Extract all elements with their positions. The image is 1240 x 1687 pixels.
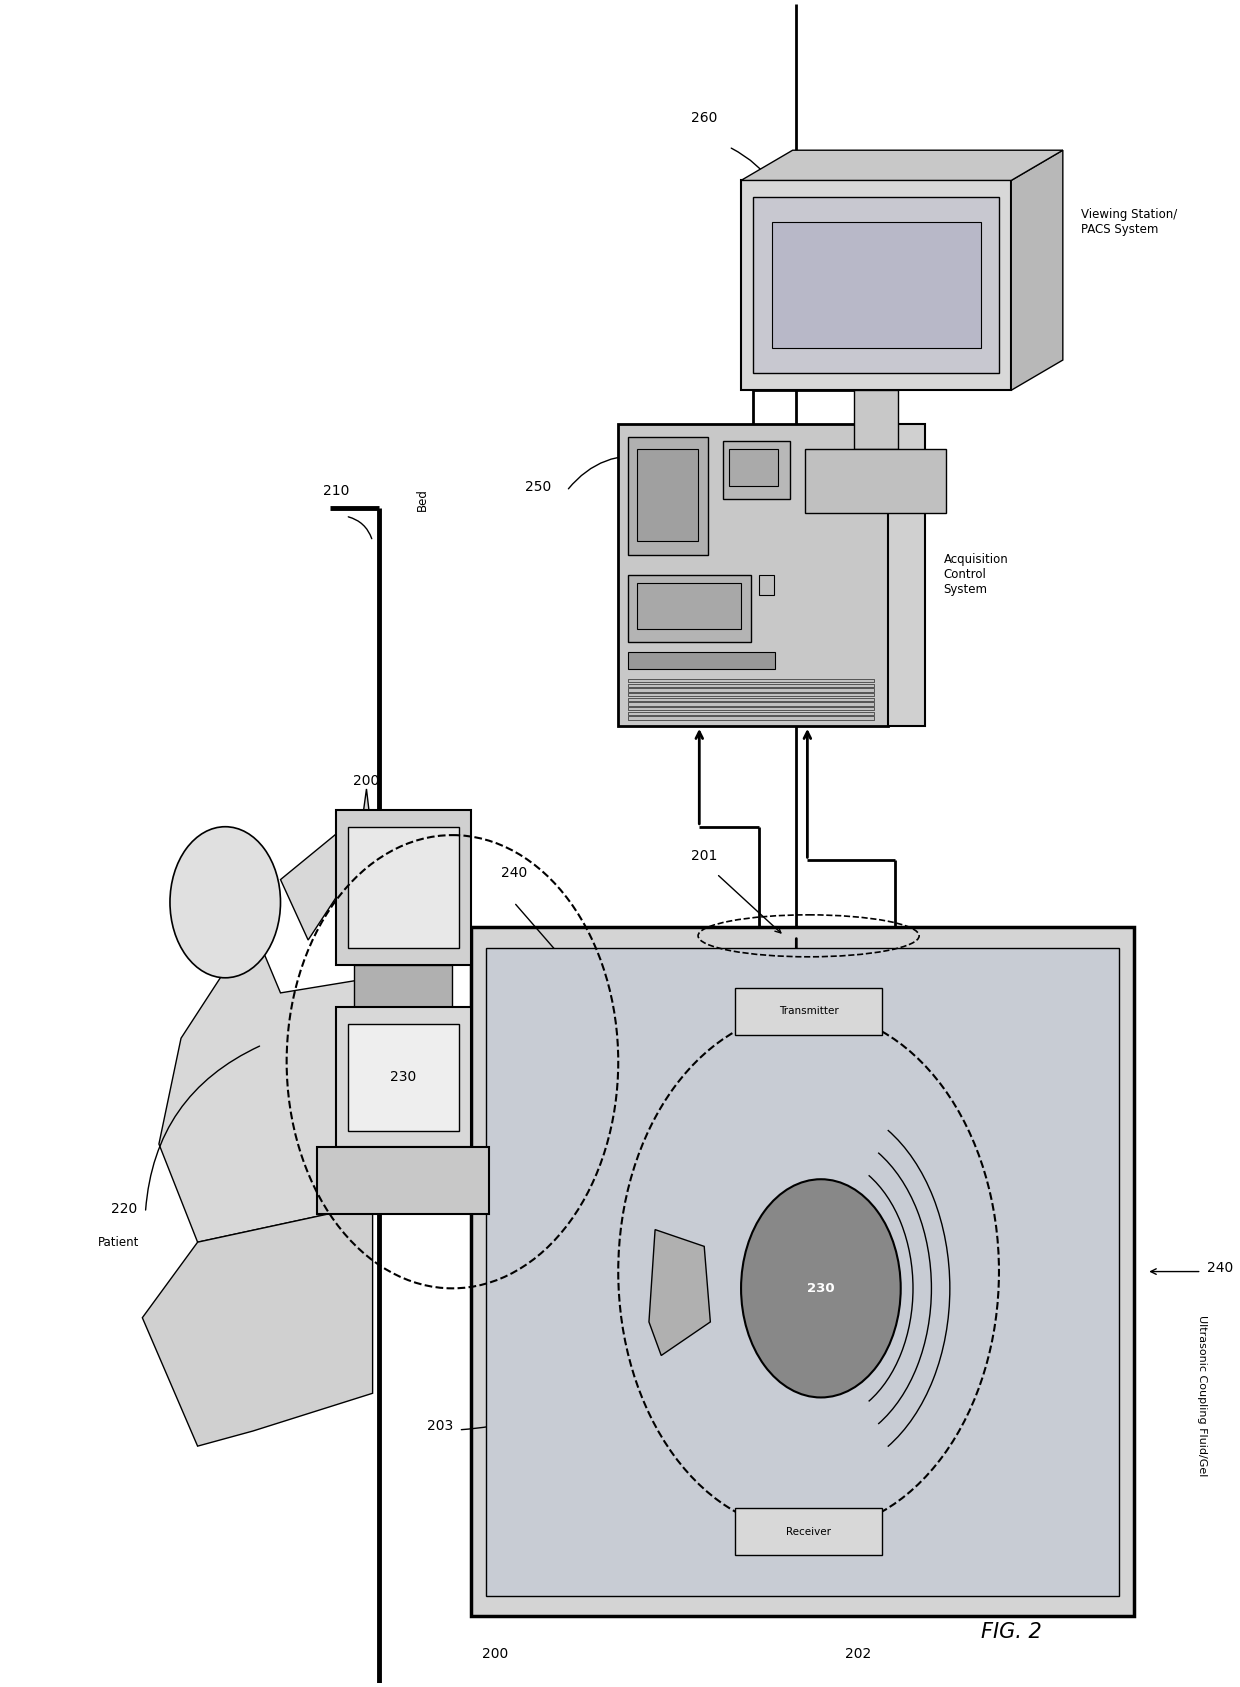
Text: 240: 240 [501, 865, 527, 881]
Bar [471, 928, 1135, 1616]
Bar [355, 965, 453, 1007]
Bar [629, 683, 874, 687]
Text: 230: 230 [391, 1070, 417, 1085]
Bar [729, 449, 777, 486]
Bar [735, 989, 883, 1034]
Bar [619, 423, 888, 725]
Text: 202: 202 [378, 1144, 404, 1157]
Circle shape [742, 1179, 900, 1397]
Bar [805, 449, 946, 513]
Bar [336, 810, 471, 965]
Bar [854, 390, 898, 449]
Text: Bed: Bed [415, 488, 429, 511]
Circle shape [170, 827, 280, 978]
Bar [336, 1007, 471, 1147]
Bar [348, 1024, 459, 1130]
Text: 201: 201 [691, 849, 718, 864]
Text: Viewing Station/
PACS System: Viewing Station/ PACS System [1081, 209, 1178, 236]
Text: Transmitter: Transmitter [779, 1007, 838, 1016]
Bar [486, 948, 1120, 1596]
Polygon shape [280, 790, 372, 940]
Text: 260: 260 [691, 111, 718, 125]
Bar [629, 717, 874, 720]
Text: Ultrasonic Coupling Fluid/Gel: Ultrasonic Coupling Fluid/Gel [1197, 1314, 1207, 1476]
Text: Acquisition
Control
System: Acquisition Control System [944, 553, 1008, 597]
Bar [629, 693, 874, 697]
Bar [888, 423, 925, 725]
Bar [629, 707, 874, 710]
Text: 250: 250 [526, 481, 552, 494]
Polygon shape [143, 1205, 372, 1446]
Bar [723, 440, 790, 499]
Bar [629, 712, 874, 715]
Bar [629, 575, 751, 643]
Text: 200: 200 [353, 774, 379, 788]
Bar [629, 688, 874, 692]
Bar [636, 584, 742, 629]
Text: 210: 210 [322, 484, 348, 498]
Text: Patient: Patient [98, 1237, 139, 1250]
Bar [759, 575, 774, 596]
Text: 200: 200 [482, 1647, 508, 1660]
Bar [735, 1508, 883, 1555]
Bar [754, 197, 999, 373]
Bar [636, 449, 698, 542]
Text: 203: 203 [427, 1419, 454, 1432]
Text: Reflection Array: Reflection Array [523, 1274, 590, 1339]
Bar [629, 702, 874, 705]
Bar [771, 223, 981, 348]
Polygon shape [742, 150, 1063, 181]
Bar [742, 181, 1012, 390]
Polygon shape [649, 1230, 711, 1355]
Bar [317, 1147, 490, 1215]
Text: 220: 220 [112, 1201, 138, 1216]
Text: 201: 201 [414, 828, 441, 844]
Bar [629, 678, 874, 682]
Text: FIG. 2: FIG. 2 [981, 1623, 1042, 1643]
Polygon shape [1012, 150, 1063, 390]
Text: Receiver: Receiver [786, 1527, 831, 1537]
Polygon shape [159, 940, 372, 1242]
Text: 240: 240 [1207, 1260, 1233, 1275]
Bar [629, 698, 874, 700]
Text: 202: 202 [844, 1647, 870, 1660]
Bar [629, 437, 708, 555]
Bar [348, 827, 459, 948]
Text: 230: 230 [807, 1282, 835, 1296]
Bar [629, 653, 775, 670]
